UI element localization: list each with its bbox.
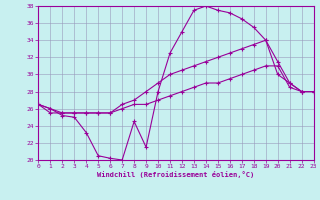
X-axis label: Windchill (Refroidissement éolien,°C): Windchill (Refroidissement éolien,°C) [97, 171, 255, 178]
